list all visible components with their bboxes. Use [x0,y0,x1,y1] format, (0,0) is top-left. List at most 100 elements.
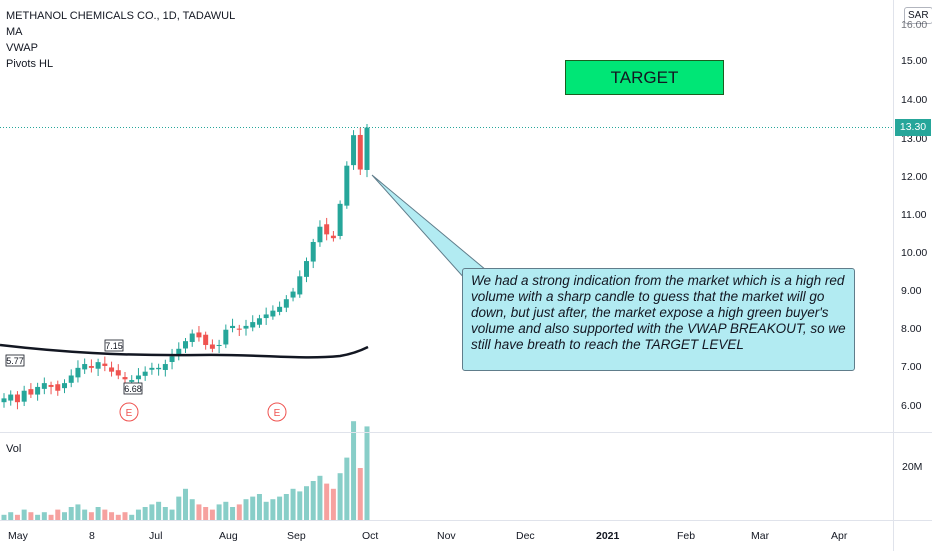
volume-bar [68,507,74,520]
candle-body [203,334,209,345]
volume-tick: 20M [902,461,923,473]
volume-bar [48,514,54,520]
candle-body [88,366,94,368]
candle-body [28,389,34,395]
volume-bar [330,488,336,520]
price-tick: 13.00 [901,133,928,145]
current-price-tag: 13.30 [895,119,931,136]
earnings-label: E [126,408,133,419]
volume-bar [189,499,195,520]
volume-bar [135,509,141,520]
volume-bar [142,507,148,520]
time-tick: Oct [362,530,379,542]
volume-bar [351,421,357,520]
indicator-pivots[interactable]: Pivots HL [6,58,54,70]
volume-bar [310,481,316,520]
pivot-marker[interactable]: 6.68 [123,382,143,395]
indicator-vwap[interactable]: VWAP [6,42,38,54]
volume-bar [156,501,162,520]
candle-body [129,380,135,382]
pivot-label: 5.77 [6,356,24,366]
price-tick: 8.00 [901,323,922,335]
candle-body [156,367,162,370]
candle-body [176,348,182,355]
candle-body [270,310,276,317]
volume-bar [324,483,330,520]
candle-body [304,261,309,277]
price-axis[interactable] [893,0,932,520]
price-tick: 7.00 [901,361,922,373]
price-tick-partial: 16.00 [901,19,928,31]
volume-bar [102,509,108,520]
volume-bar [203,507,209,520]
axis-corner [893,520,932,551]
candle-body [68,375,74,383]
target-label-box[interactable]: TARGET [565,60,724,95]
pane-divider[interactable] [0,432,932,433]
time-tick: Mar [751,530,770,542]
volume-bar [14,514,20,520]
volume-bar [115,514,121,520]
candle-body [230,325,236,329]
volume-bar [317,475,323,520]
volume-bar [357,468,363,520]
volume-bar [35,514,41,520]
currency-badge[interactable]: SAR [904,7,932,24]
time-tick: May [8,530,28,542]
chart-canvas[interactable]: 5.77 7.15 6.68 E E [0,0,893,520]
time-tick-year: 2021 [596,530,620,542]
volume-bar [277,496,283,520]
time-tick: Dec [516,530,535,542]
time-tick: Apr [831,530,848,542]
candle-body [250,322,256,328]
volume-bar [162,507,168,520]
volume-bar [250,496,256,520]
candle-body [35,386,41,395]
candle-body [209,344,215,349]
pivot-marker[interactable]: 7.15 [104,339,124,352]
volume-bar [364,426,370,520]
price-tick: 6.00 [901,400,922,412]
price-tick: 10.00 [901,247,928,259]
volume-bar [82,509,88,520]
pivot-box [123,382,143,395]
volume-bar [297,491,303,520]
candle-body [8,394,14,401]
volume-bar [28,512,34,520]
candle-body [82,364,88,370]
volume-bar [41,512,47,520]
time-axis[interactable] [0,520,893,551]
annotation-callout[interactable]: We had a strong indication from the mark… [462,268,855,371]
volume-bar [1,514,7,520]
candle-body [149,367,155,370]
candle-body [196,332,202,338]
volume-bar [263,501,269,520]
volume-bar [176,496,182,520]
volume-bar [256,494,262,520]
volume-bar [95,507,101,520]
volume-bar [129,514,135,520]
candle-body [263,314,269,319]
volume-label[interactable]: Vol [6,443,22,455]
volume-bar [21,509,27,520]
callout-pointer [371,174,500,281]
candle-body [183,341,188,349]
price-tick: 11.00 [901,209,927,221]
price-tick: 9.00 [901,285,922,297]
time-tick: Aug [219,530,238,542]
indicator-ma[interactable]: MA [6,26,23,38]
symbol-title[interactable]: METHANOL CHEMICALS CO., 1D, TADAWUL [6,10,236,22]
volume-bar [8,512,14,520]
price-chart[interactable]: 5.77 7.15 6.68 E E [0,0,893,520]
volume-bar [109,512,115,520]
candle-body [41,383,47,389]
volume-bar [236,504,242,520]
pivot-marker[interactable]: 5.77 [5,354,25,367]
volume-bar [149,504,155,520]
candle-body [277,306,283,312]
time-tick: Jul [149,530,163,542]
candle-body [223,329,229,345]
volume-bar [283,494,289,520]
candle-body [290,291,296,298]
candle-body [256,318,262,325]
